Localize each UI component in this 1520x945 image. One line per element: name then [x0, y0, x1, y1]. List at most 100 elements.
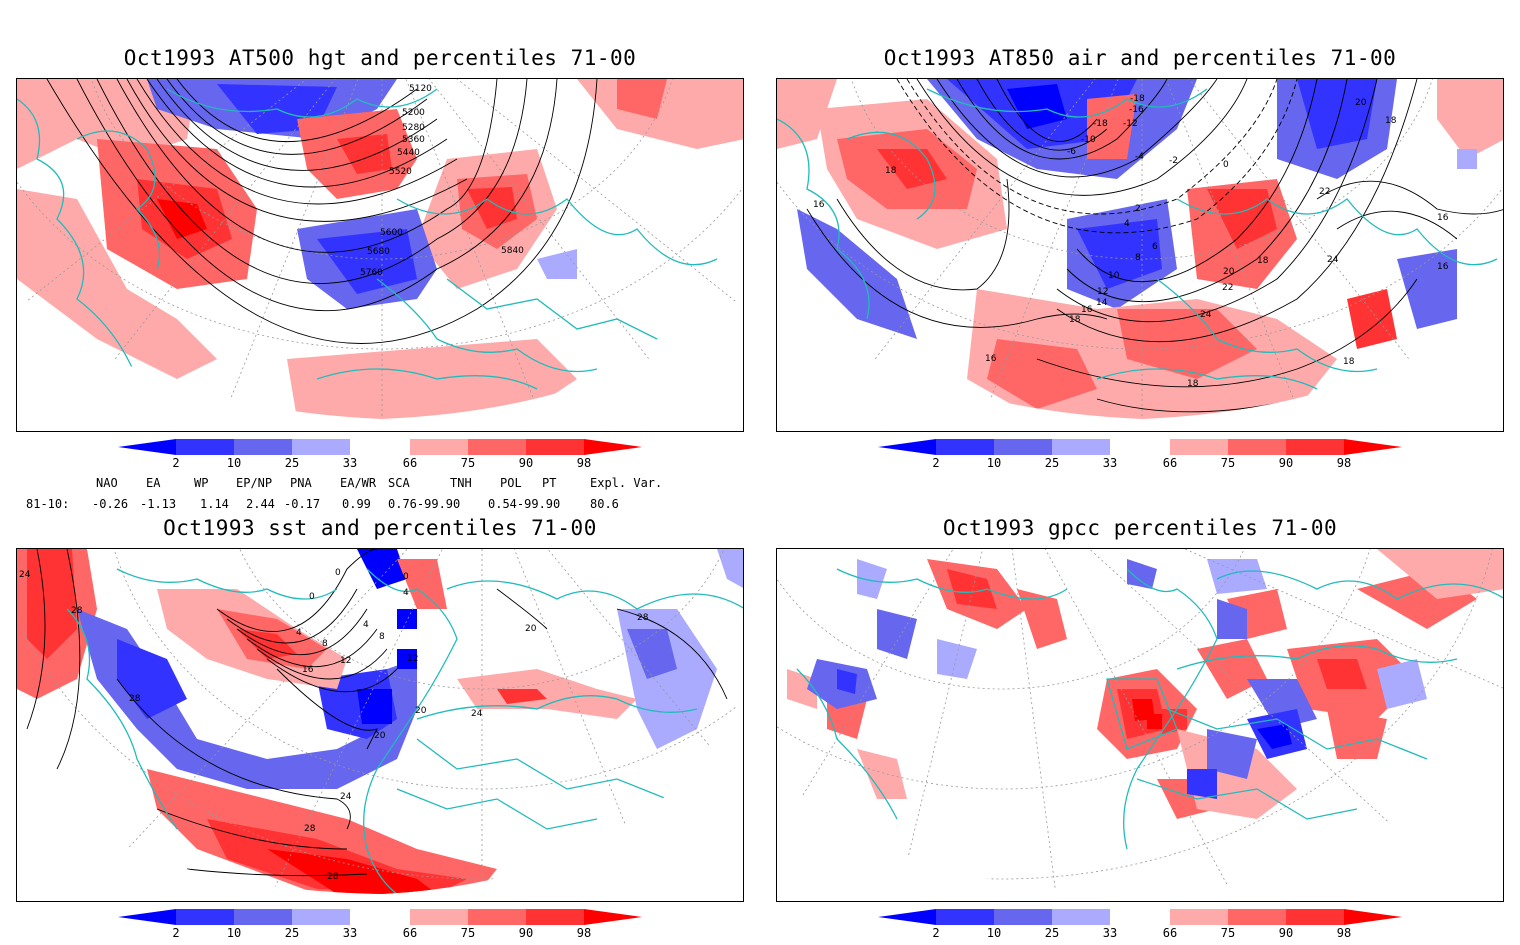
colorbar-swatch-p2_10	[936, 909, 994, 925]
colorbar-swatch-p10_25	[994, 439, 1052, 455]
sst-label-19: 28	[327, 872, 339, 882]
sst-label-10: 12	[340, 656, 351, 666]
colorbar-swatch-above-98	[1344, 439, 1402, 455]
colorbar-swatch-below-2	[118, 909, 176, 925]
sst-label-5: 4	[403, 588, 409, 598]
hgt-label-9: 5840	[501, 246, 524, 256]
index-header-nao: NAO	[96, 476, 118, 490]
air-label-12: 8	[1135, 253, 1141, 263]
air-label-9: 2	[1135, 204, 1141, 214]
sst-label-18: 28	[304, 824, 316, 834]
hgt-label-3: 5360	[402, 135, 425, 145]
hgt-panel-title: Oct1993 AT500 hgt and percentiles 71-00	[123, 46, 637, 70]
index-header-tnh: TNH	[450, 476, 472, 490]
sst-label-12: 16	[302, 665, 314, 675]
colorbar-label: 33	[342, 926, 358, 940]
air-label-10: 4	[1124, 219, 1130, 229]
index-value-ea: -1.13	[140, 497, 177, 511]
colorbar-label: 33	[342, 456, 358, 470]
sst-label-14: 20	[374, 731, 386, 741]
colorbar-swatch-p75_90	[468, 909, 526, 925]
air-label-25: 24	[1327, 255, 1339, 265]
colorbar-swatch-p10_25	[234, 909, 292, 925]
colorbar-label: 75	[460, 926, 476, 940]
index-value-wp: 1.14	[200, 497, 229, 511]
air-label-5: -6	[1067, 147, 1076, 157]
colorbar-label: 90	[1278, 456, 1294, 470]
gpcc-colorbar: 2 10 25 33 66 75 90 98	[878, 909, 1408, 945]
colorbar-label: 2	[172, 926, 180, 940]
hgt-label-0: 5120	[409, 84, 432, 94]
air-label-8: 0	[1223, 160, 1229, 170]
colorbar-label: 75	[1220, 926, 1236, 940]
colorbar-label: 25	[284, 456, 300, 470]
colorbar-swatch-above-98	[1344, 909, 1402, 925]
gpcc-map	[777, 549, 1503, 894]
index-value-sca-tnh: 0.76-99.90	[388, 497, 461, 511]
colorbar-swatch-p90_98	[526, 909, 584, 925]
colorbar-swatch-p90_98	[1286, 439, 1344, 455]
air-label-28: 18	[1257, 256, 1269, 266]
hgt-colorbar: 2 10 25 33 66 75 90 98	[118, 439, 648, 475]
air-label-17: 16	[813, 200, 825, 210]
colorbar-label: 75	[1220, 456, 1236, 470]
air-label-23: 22	[1222, 283, 1233, 293]
gpcc-map-panel	[776, 548, 1504, 902]
sst-label-17: 28	[637, 613, 649, 623]
index-header-wp: WP	[194, 476, 209, 490]
colorbar-swatch-p75_90	[1228, 439, 1286, 455]
index-value-expl-var: 80.6	[590, 497, 619, 511]
sst-label-16: 24	[340, 792, 352, 802]
hgt-label-8: 5760	[360, 268, 383, 278]
colorbar-label: 33	[1102, 926, 1118, 940]
air-label-4: -10	[1081, 135, 1096, 145]
colorbar-swatch-p25_33	[292, 439, 350, 455]
index-header-ea: EA	[146, 476, 161, 490]
sst-label-15: 24	[471, 709, 483, 719]
colorbar-swatch-p25_33	[292, 909, 350, 925]
air-label-24: 24	[1200, 310, 1212, 320]
sst-map: 24 28 0 0 0 4 4 4 8 8 12 12 16 20 20 24 …	[17, 549, 743, 894]
colorbar-label: 25	[1044, 456, 1060, 470]
index-value-pol-pt: 0.54-99.90	[488, 497, 561, 511]
sst-panel-title: Oct1993 sst and percentiles 71-00	[163, 516, 597, 540]
colorbar-label: 10	[226, 456, 242, 470]
colorbar-swatch-above-98	[584, 439, 642, 455]
index-header-expl-var: Expl. Var.	[590, 476, 663, 490]
colorbar-label: 90	[518, 926, 534, 940]
colorbar-label: 75	[460, 456, 476, 470]
index-header-eawr: EA/WR	[340, 476, 377, 490]
colorbar-label: 2	[172, 456, 180, 470]
index-header-pol: POL	[500, 476, 522, 490]
sst-label-6: 4	[296, 628, 302, 638]
colorbar-swatch-p2_10	[176, 439, 234, 455]
colorbar-label: 98	[576, 456, 592, 470]
air-label-11: 6	[1152, 242, 1158, 252]
hgt-label-4: 5440	[397, 148, 420, 158]
colorbar-label: 66	[402, 456, 418, 470]
colorbar-label: 90	[1278, 926, 1294, 940]
sst-label-21: 20	[525, 624, 537, 634]
colorbar-swatch-below-2	[118, 439, 176, 455]
index-header-pna: PNA	[290, 476, 312, 490]
air-label-18: 18	[885, 166, 897, 176]
air-colorbar-swatches	[878, 439, 1402, 455]
air-label-14: 12	[1097, 287, 1108, 297]
hgt-map-panel: 5120 5200 5280 5360 5440 5520 5600 5680 …	[16, 78, 744, 432]
colorbar-swatch-p66_75	[410, 909, 468, 925]
colorbar-swatch-above-98	[584, 909, 642, 925]
gpcc-panel-title: Oct1993 gpcc percentiles 71-00	[942, 516, 1338, 540]
colorbar-swatch-p75_90	[468, 439, 526, 455]
air-label-16: 16	[1081, 305, 1093, 315]
colorbar-label: 66	[1162, 456, 1178, 470]
hgt-label-1: 5200	[402, 108, 425, 118]
hgt-colorbar-swatches	[118, 439, 642, 455]
colorbar-label: 25	[284, 926, 300, 940]
air-colorbar: 2 10 25 33 66 75 90 98	[878, 439, 1408, 475]
index-value-epnp: 2.44	[246, 497, 275, 511]
air-label-21: 18	[1187, 379, 1199, 389]
colorbar-swatch-p66_75	[1170, 439, 1228, 455]
hgt-label-2: 5280	[402, 123, 425, 133]
air-contour-labels: -18 -16 -18 -12 -10 -6 -4 -2 0 2 4 6 8 1…	[813, 94, 1449, 389]
colorbar-label: 33	[1102, 456, 1118, 470]
